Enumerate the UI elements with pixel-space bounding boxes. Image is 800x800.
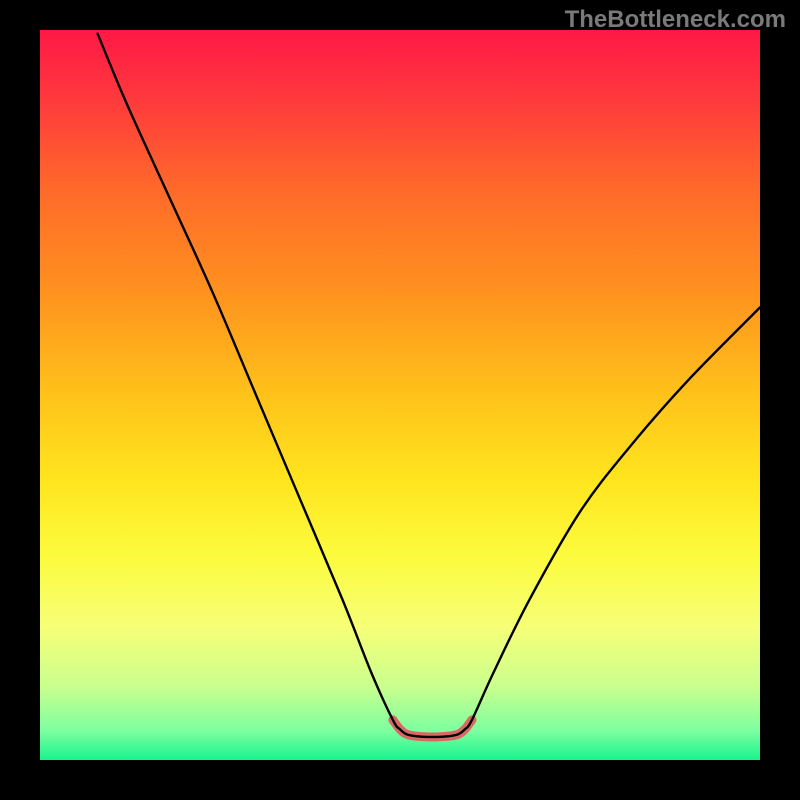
- plot-area: [40, 30, 760, 760]
- gradient-background: [40, 30, 760, 760]
- band-stripe: [40, 757, 760, 760]
- chart-frame: TheBottleneck.com: [0, 0, 800, 800]
- green-band-stripes: [40, 728, 760, 760]
- bottleneck-curve: [40, 30, 760, 760]
- bottleneck-line: [98, 34, 760, 737]
